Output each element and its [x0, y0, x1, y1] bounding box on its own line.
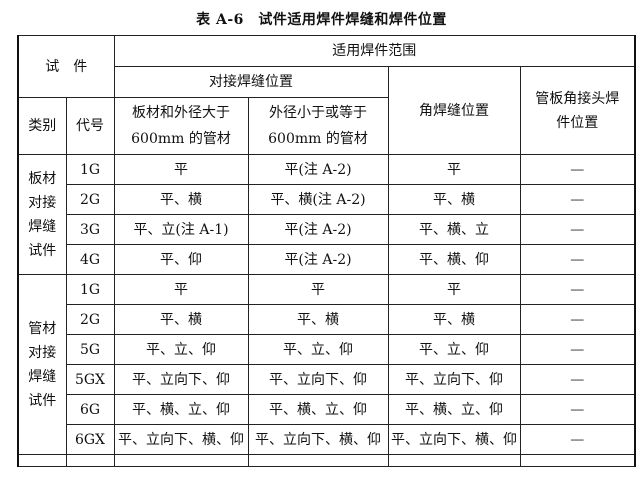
tube-plate-cell: —: [519, 274, 636, 305]
tube-plate-cell: —: [519, 424, 636, 455]
cell-empty: [247, 454, 389, 467]
code-cell: 3G: [65, 214, 115, 245]
code-cell: 6GX: [65, 424, 115, 455]
large-cell: 平、横: [113, 184, 249, 215]
header-code: 代号: [65, 97, 115, 155]
code-cell: 5G: [65, 334, 115, 365]
cell-empty: [387, 454, 521, 467]
table-row: 5GX 平、立向下、仰 平、立向下、仰 平、立向下、仰 —: [18, 364, 636, 395]
fillet-cell: 平、横、立、仰: [387, 394, 521, 425]
code-cell: 4G: [65, 244, 115, 275]
cell-empty: [113, 454, 249, 467]
fillet-cell: 平、横: [387, 304, 521, 335]
code-cell: 5GX: [65, 364, 115, 395]
table-row: 板材对接焊缝试件 1G 平平(注 A-2) 平 —: [17, 154, 636, 275]
table-row: 6GX 平、立向下、横、仰 平、立向下、横、仰 平、立向下、横、仰 —: [18, 424, 636, 455]
tube-plate-cell: —: [519, 244, 636, 275]
cell-empty: [17, 454, 67, 467]
fillet-cell: 平: [387, 274, 521, 305]
large-cell: 平、仰: [113, 244, 249, 275]
category-cell: 板材对接焊缝试件: [17, 154, 67, 275]
large-cell: 平、立(注 A-1): [113, 214, 249, 245]
fillet-cell: 平、立向下、横、仰: [387, 424, 521, 455]
fillet-cell: 平、横: [387, 184, 521, 215]
tube-plate-cell: —: [519, 184, 636, 215]
code-cell: 1G: [65, 274, 115, 305]
small-cell: 平(注 A-2): [247, 244, 389, 275]
large-cell: 平、立向下、横、仰: [113, 424, 249, 455]
code-cell: 2G: [65, 304, 115, 335]
table-row: 2G 平、横 平、横 平、横 —: [18, 304, 636, 335]
tube-plate-cell: —: [519, 304, 636, 335]
fillet-cell: 平、横、仰: [387, 244, 521, 275]
header-large: 板材和外径大于600mm 的管材: [113, 97, 249, 155]
header-small: 外径小于或等于600mm 的管材: [247, 97, 389, 155]
table-row: 2G 平、横 平、横(注 A-2) 平、横 —: [18, 184, 636, 215]
header-tube-plate: 管板角接头焊件位置: [519, 66, 636, 155]
welding-position-table: 试 件 适用焊件范围 对接焊缝位置 角焊缝位置 管板角接头焊件位置 类别 代号 …: [17, 35, 636, 467]
header-specimen: 试 件: [17, 35, 115, 98]
header-range: 适用焊件范围: [113, 35, 636, 67]
cell-empty: [65, 454, 115, 467]
large-cell: 平、横: [113, 304, 249, 335]
small-cell: 平(注 A-2): [247, 154, 389, 185]
table-row: 3G 平、立(注 A-1) 平(注 A-2) 平、横、立 —: [18, 214, 636, 245]
header-category: 类别: [17, 97, 67, 155]
fillet-cell: 平: [387, 154, 521, 185]
category-cell: 管材对接焊缝试件: [17, 274, 67, 455]
small-cell: 平、横(注 A-2): [247, 184, 389, 215]
cell-empty: [519, 454, 636, 467]
table-row: 管材对接焊缝试件 1G 平平平 —: [17, 274, 636, 455]
large-cell: 平: [113, 274, 249, 305]
tube-plate-cell: —: [519, 154, 636, 185]
table-caption: 表 A-6 试件适用焊件焊缝和焊件位置: [196, 12, 447, 28]
small-cell: 平、立、仰: [247, 334, 389, 365]
small-cell: 平、横、立、仰: [247, 394, 389, 425]
code-cell: 6G: [65, 394, 115, 425]
code-cell: 1G: [65, 154, 115, 185]
header-fillet: 角焊缝位置: [387, 66, 521, 155]
small-cell: 平: [247, 274, 389, 305]
code-cell: 2G: [65, 184, 115, 215]
large-cell: 平、立、仰: [113, 334, 249, 365]
large-cell: 平、立向下、仰: [113, 364, 249, 395]
fillet-cell: 平、立向下、仰: [387, 364, 521, 395]
small-cell: 平、立向下、横、仰: [247, 424, 389, 455]
table-row: 4G 平、仰 平(注 A-2) 平、横、仰 —: [18, 244, 636, 275]
tube-plate-cell: —: [519, 394, 636, 425]
tube-plate-cell: —: [519, 334, 636, 365]
table-row: 5G 平、立、仰 平、立、仰 平、立、仰 —: [18, 334, 636, 365]
header-butt: 对接焊缝位置: [113, 66, 389, 98]
small-cell: 平、立向下、仰: [247, 364, 389, 395]
small-cell: 平(注 A-2): [247, 214, 389, 245]
small-cell: 平、横: [247, 304, 389, 335]
table-row: 6G 平、横、立、仰 平、横、立、仰 平、横、立、仰 —: [18, 394, 636, 425]
fillet-cell: 平、立、仰: [387, 334, 521, 365]
fillet-cell: 平、横、立: [387, 214, 521, 245]
tube-plate-cell: —: [519, 364, 636, 395]
large-cell: 平、横、立、仰: [113, 394, 249, 425]
large-cell: 平: [113, 154, 249, 185]
tube-plate-cell: —: [519, 214, 636, 245]
